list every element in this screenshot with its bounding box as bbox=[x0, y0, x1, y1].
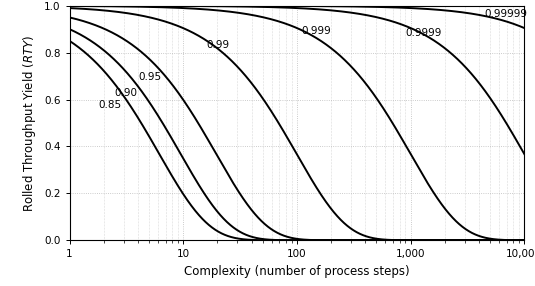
Y-axis label: Rolled Throughput Yield ($\mathit{RTY}$): Rolled Throughput Yield ($\mathit{RTY}$) bbox=[21, 34, 39, 212]
Text: 0.99999: 0.99999 bbox=[485, 9, 528, 19]
Text: 0.95: 0.95 bbox=[138, 72, 161, 82]
Text: 0.85: 0.85 bbox=[98, 100, 121, 110]
X-axis label: Complexity (number of process steps): Complexity (number of process steps) bbox=[184, 265, 410, 278]
Text: 0.9999: 0.9999 bbox=[406, 28, 442, 38]
Text: 0.999: 0.999 bbox=[302, 26, 331, 36]
Text: 0.99: 0.99 bbox=[207, 40, 230, 50]
Text: 0.90: 0.90 bbox=[115, 88, 138, 98]
